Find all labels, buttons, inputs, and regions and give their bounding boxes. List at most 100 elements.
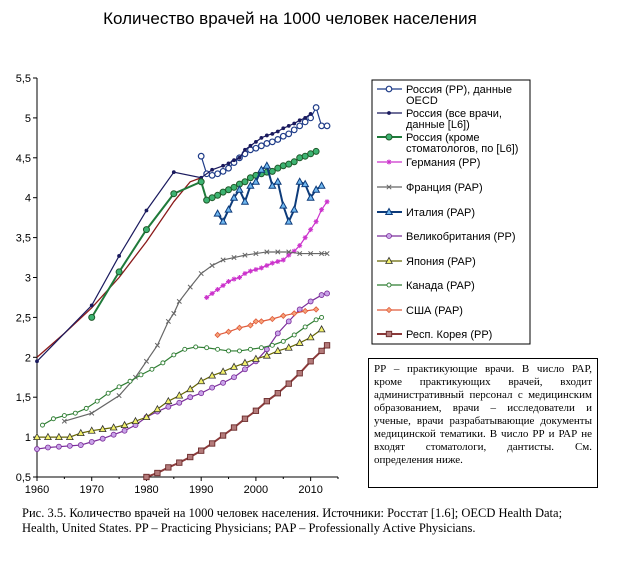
legend-label: Россия (PP), данные OECD — [406, 84, 512, 107]
data-point — [89, 303, 94, 308]
data-point — [87, 426, 96, 434]
data-point — [295, 177, 304, 185]
legend-label: Великобритания (PP) — [406, 231, 516, 243]
data-point — [269, 342, 275, 348]
data-point — [40, 422, 45, 428]
data-point — [254, 139, 258, 144]
data-point — [312, 306, 320, 313]
series-4 — [204, 199, 330, 300]
data-point — [43, 432, 52, 440]
data-point — [385, 330, 393, 338]
data-point — [76, 428, 85, 437]
legend-item-4: Германия (PP) — [377, 157, 480, 169]
data-point — [290, 205, 299, 213]
data-point — [241, 415, 249, 422]
y-tick-label: 3,5 — [16, 233, 31, 245]
data-point — [307, 298, 314, 305]
data-point — [182, 346, 188, 352]
data-point — [291, 332, 297, 338]
data-point — [213, 209, 222, 217]
data-point — [54, 432, 63, 440]
data-point — [88, 313, 96, 321]
data-point — [319, 207, 325, 213]
data-point — [318, 122, 325, 130]
data-point — [297, 118, 302, 123]
data-point — [99, 435, 106, 442]
data-point — [215, 286, 221, 292]
data-point — [253, 251, 259, 257]
data-point — [193, 344, 199, 350]
data-point — [324, 199, 330, 205]
axes: 1960 1970 1980 1990 2000 2010 0,5 1 1,5 2 2,5 3 3,5 4… — [16, 73, 339, 496]
data-point — [231, 374, 237, 381]
data-point — [386, 159, 392, 165]
data-point — [257, 165, 266, 173]
data-point — [231, 254, 237, 261]
data-point — [226, 161, 231, 166]
data-point — [220, 282, 226, 288]
data-point — [127, 378, 133, 384]
data-point — [61, 413, 67, 419]
data-point — [214, 191, 222, 199]
data-point — [270, 131, 275, 136]
data-point — [229, 193, 239, 201]
data-point — [237, 348, 242, 354]
data-point — [280, 312, 287, 319]
data-point — [144, 208, 149, 213]
data-point — [154, 469, 161, 477]
data-point — [242, 252, 248, 258]
plot-area — [33, 104, 331, 481]
data-point — [224, 205, 233, 213]
data-point — [214, 331, 221, 339]
data-point — [88, 438, 95, 445]
legend-item-6: Италия (PAP) — [377, 207, 475, 219]
data-point — [258, 318, 265, 325]
data-point — [308, 251, 314, 257]
data-point — [385, 133, 393, 141]
data-point — [164, 396, 173, 405]
data-point — [301, 307, 309, 315]
legend-label: Япония (PAP) — [406, 256, 476, 268]
data-point — [110, 431, 117, 438]
data-point — [197, 376, 206, 385]
data-point — [198, 390, 205, 397]
data-point — [94, 398, 100, 404]
data-point — [208, 371, 217, 379]
data-point — [274, 390, 281, 397]
data-point — [275, 259, 281, 265]
data-point — [268, 181, 277, 189]
data-point — [61, 418, 67, 424]
data-point — [384, 207, 394, 215]
data-point — [230, 183, 238, 191]
data-point — [291, 310, 298, 317]
data-point — [83, 405, 89, 411]
data-point — [116, 384, 122, 390]
data-point — [285, 318, 292, 325]
data-point — [385, 306, 393, 314]
data-point — [240, 197, 250, 205]
data-point — [273, 177, 282, 185]
data-point — [120, 420, 129, 429]
series-line — [146, 344, 328, 478]
data-point — [215, 346, 221, 352]
data-point — [243, 147, 247, 152]
data-point — [252, 144, 260, 152]
data-point — [198, 270, 204, 277]
legend-item-11: Респ. Корея (PP) — [377, 329, 492, 341]
y-tick-label: 1,5 — [16, 392, 31, 404]
data-point — [33, 432, 41, 440]
data-point — [319, 314, 325, 320]
data-point — [290, 158, 298, 166]
data-point — [307, 358, 314, 365]
legend-label: Канада (PAP) — [406, 280, 475, 292]
data-point — [197, 178, 205, 186]
data-point — [275, 129, 280, 134]
y-tick-label: 2,5 — [16, 312, 31, 324]
data-point — [317, 325, 326, 333]
series-6 — [213, 161, 326, 225]
data-point — [301, 118, 309, 126]
data-point — [105, 390, 111, 396]
y-tick-label: 4 — [25, 193, 31, 205]
data-point — [297, 243, 303, 249]
